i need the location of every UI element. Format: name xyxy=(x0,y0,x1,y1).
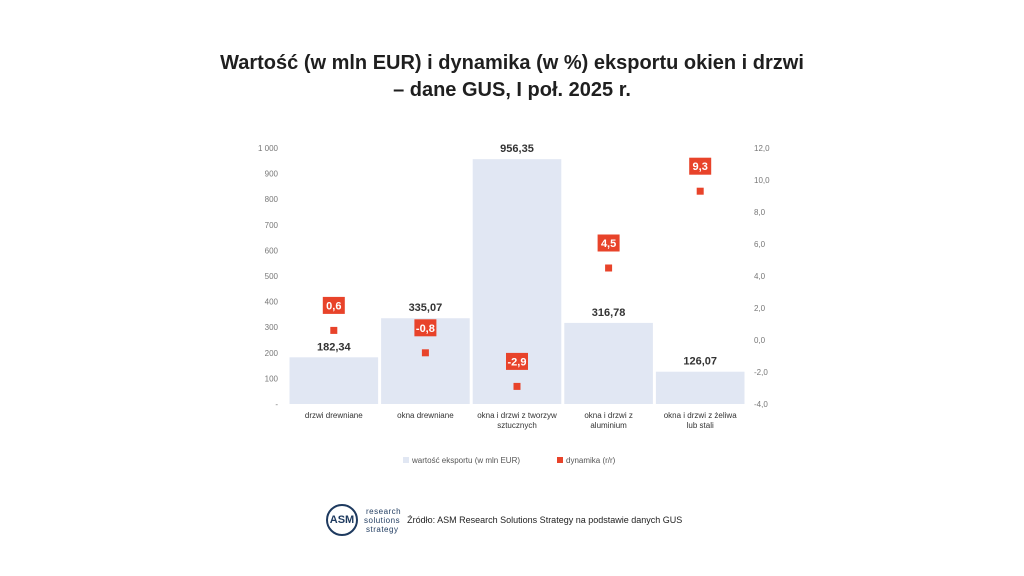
dynamics-label-box xyxy=(689,157,712,175)
legend-dynamics-label: dynamika (r/r) xyxy=(566,456,616,465)
source-note: Źródło: ASM Research Solutions Strategy … xyxy=(407,515,683,525)
right-axis-tick-label: 10,0 xyxy=(754,176,770,185)
legend-bar-label: wartość eksportu (w mln EUR) xyxy=(411,456,520,465)
category-label: drzwi drewniane xyxy=(305,411,363,420)
right-axis-tick-label: -4,0 xyxy=(754,400,768,409)
dynamics-marker xyxy=(513,382,521,390)
dynamics-value-label: 4,5 xyxy=(601,238,616,250)
right-axis-tick-label: 6,0 xyxy=(754,240,766,249)
category-label: okna i drzwi z xyxy=(584,411,632,420)
dynamics-value-label: -2,9 xyxy=(508,356,527,368)
logo-line-2: solutions xyxy=(364,515,401,525)
dynamics-marker xyxy=(421,349,429,357)
right-axis-tick-label: 2,0 xyxy=(754,304,766,313)
dynamics-marker xyxy=(696,187,704,195)
logo-abbr: ASM xyxy=(329,514,355,526)
logo-line-1: research xyxy=(366,506,402,516)
chart-title: Wartość (w mln EUR) i dynamika (w %) eks… xyxy=(0,50,1024,104)
left-axis-tick-label: 900 xyxy=(265,170,279,179)
category-label: okna i drzwi z tworzyw xyxy=(477,411,557,420)
left-axis-tick-label: 700 xyxy=(265,221,279,230)
category-label: sztucznych xyxy=(497,421,537,430)
logo-line-3: strategy xyxy=(366,524,399,534)
left-axis-tick-label: 500 xyxy=(265,272,279,281)
right-axis-tick-label: 8,0 xyxy=(754,208,766,217)
left-axis-tick-label: 1 000 xyxy=(258,144,279,153)
dynamics-label-box xyxy=(597,234,620,252)
dynamics-value-label: 0,6 xyxy=(326,300,341,312)
right-axis-tick-label: 12,0 xyxy=(754,144,770,153)
dynamics-label-box xyxy=(322,296,345,314)
dynamics-value-label: -0,8 xyxy=(416,323,435,335)
left-axis-tick-label: 600 xyxy=(265,246,279,255)
category-label: lub stali xyxy=(687,421,714,430)
legend-dynamics-swatch xyxy=(557,457,563,463)
dynamics-value-label: 9,3 xyxy=(693,161,708,173)
category-label: okna i drzwi z żeliwa xyxy=(664,411,737,420)
right-axis-tick-label: 4,0 xyxy=(754,272,766,281)
dynamics-label-box xyxy=(506,352,528,370)
bar-value-label: 126,07 xyxy=(683,356,717,368)
left-axis-tick-label: 800 xyxy=(265,195,279,204)
bar-value-label: 182,34 xyxy=(317,341,352,353)
chart-title-line-2: – dane GUS, I poł. 2025 r. xyxy=(393,79,631,101)
right-axis-tick-label: -2,0 xyxy=(754,368,768,377)
dynamics-marker xyxy=(605,264,613,272)
bar xyxy=(289,357,379,404)
footer: ASM research solutions strategy Źródło: … xyxy=(326,502,682,538)
left-axis-tick-label: 100 xyxy=(265,374,279,383)
bar-value-label: 956,35 xyxy=(500,143,534,155)
left-axis-tick-label: 400 xyxy=(265,298,279,307)
category-label: aluminium xyxy=(590,421,627,430)
bar-value-label: 316,78 xyxy=(592,307,626,319)
left-axis-tick-label: 300 xyxy=(265,323,279,332)
bar-value-label: 335,07 xyxy=(409,302,443,314)
dynamics-marker xyxy=(330,326,338,334)
asm-logo-icon: ASM xyxy=(326,504,358,536)
dynamics-label-box xyxy=(414,319,437,337)
legend-bar-swatch xyxy=(403,457,409,463)
logo-wordmark: research solutions strategy xyxy=(364,506,402,534)
chart-title-line-1: Wartość (w mln EUR) i dynamika (w %) eks… xyxy=(220,52,804,74)
right-axis-tick-label: 0,0 xyxy=(754,336,766,345)
left-axis-tick-label: - xyxy=(275,400,278,409)
bar xyxy=(564,322,653,404)
bar xyxy=(655,371,745,404)
category-label: okna drewniane xyxy=(397,411,454,420)
left-axis-tick-label: 200 xyxy=(265,349,279,358)
